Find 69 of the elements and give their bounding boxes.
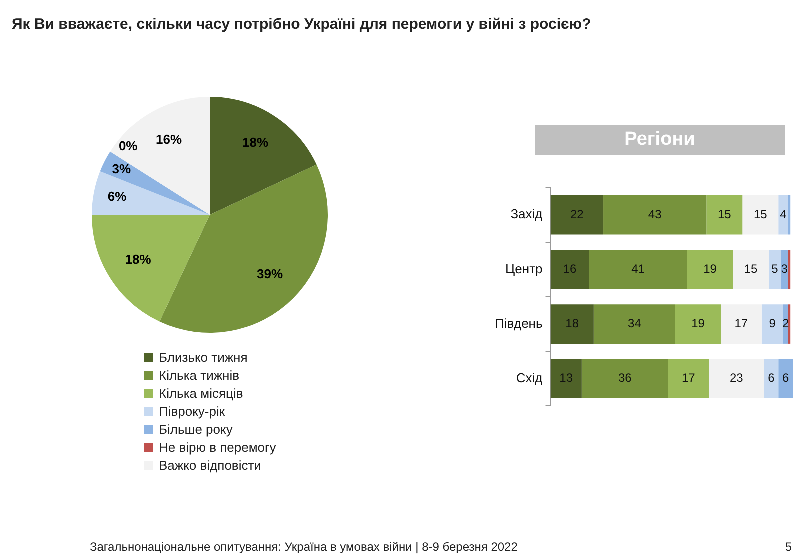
bar (550, 250, 590, 290)
bar (778, 359, 793, 399)
y-tick-label: Центр (506, 261, 543, 276)
bar (675, 304, 722, 344)
data-label: 3 (781, 262, 788, 276)
bar (733, 250, 770, 290)
data-label: 15 (754, 207, 768, 222)
data-label: 13 (560, 371, 574, 386)
legend-label: Близько тижня (159, 350, 248, 364)
text: 0% (118, 138, 138, 154)
data-label: 5 (772, 262, 779, 276)
data-label: 23 (730, 371, 744, 386)
bar (764, 359, 779, 399)
y-tick-label: Схід (516, 370, 544, 386)
bar (604, 195, 707, 235)
data-label: 34 (628, 316, 642, 331)
bar (769, 250, 782, 290)
bar (668, 359, 710, 399)
bar (687, 250, 734, 290)
bar (550, 359, 582, 399)
bar (706, 195, 743, 235)
bar (762, 304, 784, 344)
data-label: 41 (632, 262, 646, 276)
bar (721, 304, 762, 344)
bar (778, 195, 788, 235)
data-label: 15 (718, 207, 732, 222)
bar (742, 195, 779, 235)
text: 5 (785, 540, 792, 554)
legend-label: Більше року (159, 422, 233, 436)
legend-label: Кілька місяців (159, 386, 244, 400)
bar (594, 304, 676, 344)
data-label: 6% (108, 188, 128, 204)
legend-label: Важко відповісти (159, 458, 262, 472)
bar (550, 195, 604, 235)
data-label: 19 (704, 262, 718, 276)
bar (788, 304, 791, 344)
bar (589, 250, 688, 290)
bar (788, 250, 791, 290)
data-label: 16 (563, 262, 577, 276)
data-label: 6 (782, 371, 790, 386)
bar (709, 359, 764, 399)
data-label: 16% (156, 132, 183, 148)
data-label: 6 (768, 371, 776, 386)
data-label: 15 (744, 262, 758, 276)
data-label: 4 (780, 207, 788, 222)
data-label: 17 (734, 316, 748, 331)
bar (550, 304, 594, 344)
text: Загальнонаціональне опитування: Україна в умовах війни | 8-9 березня 2022 (90, 540, 518, 554)
data-label: 22 (570, 207, 584, 222)
data-label: 18% (125, 252, 152, 268)
legend-label: Не вірю в перемогу (159, 440, 276, 454)
data-label: 39% (257, 266, 284, 282)
data-label: 18 (566, 316, 580, 331)
data-label: 3% (112, 162, 132, 177)
data-label: 2 (782, 316, 790, 331)
chart-title: Як Ви вважаєте, скільки часу потрібно Україні для перемоги у війні з росією? (12, 16, 592, 33)
chart-title: Регіони (535, 125, 785, 155)
data-label: 18% (242, 134, 269, 150)
data-label: 43 (648, 207, 662, 222)
data-label: 9 (769, 316, 776, 331)
bar (788, 195, 791, 235)
data-label: 19 (692, 316, 706, 331)
data-label: 17 (682, 371, 696, 386)
data-label: 36 (618, 371, 632, 386)
legend-label: Кілька тижнів (159, 368, 240, 382)
bar (582, 359, 668, 399)
y-tick-label: Південь (494, 316, 543, 331)
legend-label: Півроку-рік (159, 404, 226, 418)
y-tick-label: Захід (510, 206, 544, 222)
